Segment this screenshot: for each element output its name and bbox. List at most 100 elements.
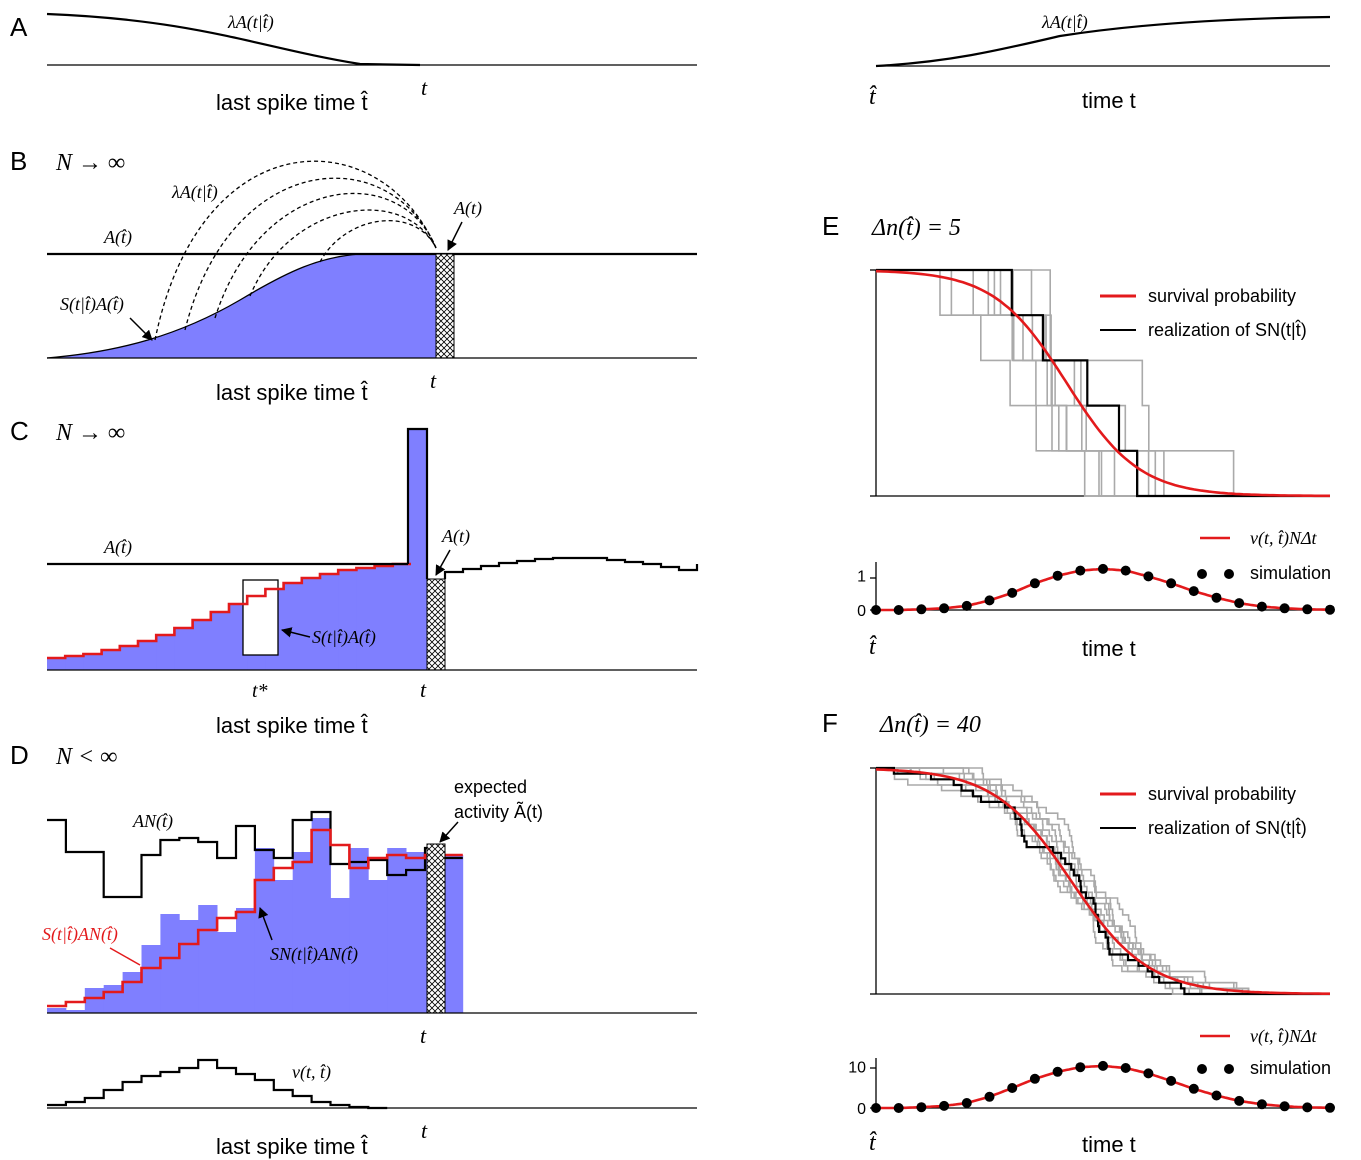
s-an-arrow-d [109,947,141,966]
bin-c-2 [83,654,102,670]
legend-realization-f: realization of SN(t|t̂) [1148,818,1307,838]
bin-d-5 [141,945,161,1013]
panel-label-c: C [10,416,29,446]
legend-v-e: v(t, t̂)NΔt [1250,528,1318,549]
legend-realization-e: realization of SN(t|t̂) [1148,320,1307,340]
xlabel-a-right: time t [1082,88,1136,113]
yticks-f: 0 10 [848,1059,866,1118]
bin-d-10 [236,908,256,1013]
t-label-c: t [420,677,427,702]
sim-point-f-6 [1007,1083,1018,1093]
bin-c-13 [283,583,303,670]
t-label-b: t [430,368,437,393]
sim-point-f-8 [1052,1066,1063,1077]
realization-gray-f-5 [876,767,1330,995]
tstar-label-c: t* [252,680,268,702]
sim-point-f-18 [1279,1101,1290,1112]
lambda-label-a-left: λA(t|t̂) [227,12,274,33]
expected-label-2: activity Ã(t) [454,801,543,822]
xlabel-d: last spike time t̂ [216,1134,368,1159]
sim-point-e-4 [961,600,972,611]
realization-gray-e-5 [876,269,1330,497]
panel-label-a: A [10,12,28,42]
sim-point-e-14 [1188,586,1199,597]
legend-v-f: v(t, t̂)NΔt [1250,1026,1318,1047]
v-label-d: v(t, t̂) [292,1062,331,1083]
realization-black-e [876,268,1330,498]
sim-point-e-16 [1234,598,1245,609]
survival-curve-f [875,768,1330,995]
legend-simulation-e: simulation [1250,563,1331,583]
panel-f: F Δn(t̂) = 40 survival probability reali… [822,708,1335,1157]
ytick-label-f-10: 10 [848,1059,866,1076]
bin-c-17 [356,568,375,670]
bin-c-3 [101,650,121,670]
sim-point-f-3 [939,1100,950,1111]
bin-d-14 [311,818,331,1013]
ytick-label-e-0: 0 [857,603,866,620]
a-t-bar-c [426,578,446,671]
bin-d-4 [122,972,142,1013]
bin-d-7 [179,920,199,1013]
realization-gray-e-0 [876,269,1330,497]
sim-point-e-9 [1075,565,1086,576]
t-label-d-bottom: t [421,1118,428,1143]
lambda-arc-2 [184,177,437,331]
bin-d-8 [198,905,218,1013]
realization-gray-e-6 [876,269,1330,497]
bin-d-1 [65,1010,86,1013]
panel-title-b: N → ∞ [55,150,125,176]
a-that-label-c: A(t̂) [103,537,132,558]
sim-point-e-6 [1007,587,1018,598]
bin-c-6 [156,635,175,670]
bin-c-0 [47,658,66,670]
sn-an-arrow-d [258,907,273,941]
sim-point-f-2 [916,1102,927,1113]
bin-d-17 [368,880,388,1013]
sn-area-d [47,818,464,1013]
expected-arrow-d [439,821,459,843]
sim-point-f-9 [1075,1062,1086,1073]
v-step-d [47,1058,388,1110]
missing-bin-c [242,579,279,656]
sim-point-e-12 [1143,571,1154,582]
an-label-d: AN(t̂) [132,811,173,832]
sim-point-e-11 [1120,565,1131,576]
sim-point-f-14 [1188,1083,1199,1094]
s-a-arrow-b [129,317,153,341]
bin-c-14 [301,578,321,670]
bin-c-1 [65,656,84,670]
legend-simulation-f: simulation [1250,1058,1331,1078]
a-t-label-c: A(t) [441,526,470,547]
xlabel-f: time t [1082,1132,1136,1157]
lambda-arc-3 [214,192,437,319]
panel-title-e: Δn(t̂) = 5 [871,215,961,241]
bin-c-4 [119,646,139,670]
legend-sim-dot-2-f [1224,1064,1234,1074]
panel-e: E Δn(t̂) = 5 survival probability realiz… [822,211,1335,661]
sim-point-e-18 [1279,603,1290,614]
panel-label-f: F [822,708,838,738]
sim-point-f-15 [1211,1090,1222,1101]
hazard-curve-right [875,15,1331,68]
a-t-arrow-b [447,221,463,251]
activity-peak-c [406,427,429,579]
sim-point-f-17 [1256,1099,1267,1110]
sim-point-e-0 [871,605,881,615]
bin-d-3 [103,985,123,1013]
s-a-arrow-c [280,627,311,638]
bin-c-15 [320,574,339,670]
expected-label-1: expected [454,777,527,797]
peak-bin-c [408,429,427,670]
that-label-e: t̂ [869,634,877,660]
sim-point-e-8 [1052,570,1063,581]
t-label-a: t [421,75,428,100]
ytick-label-f-0: 0 [857,1101,866,1118]
a-t-bar-b [435,253,455,359]
bin-c-18 [374,566,394,670]
sn-an-label-d: SN(t|t̂)AN(t̂) [270,944,358,965]
simulation-dots-f [871,1060,1335,1113]
panel-a: A λA(t|t̂) t last spike time t̂ λA(t|t̂)… [10,12,1331,115]
lambda-label-a-right: λA(t|t̂) [1041,12,1088,33]
